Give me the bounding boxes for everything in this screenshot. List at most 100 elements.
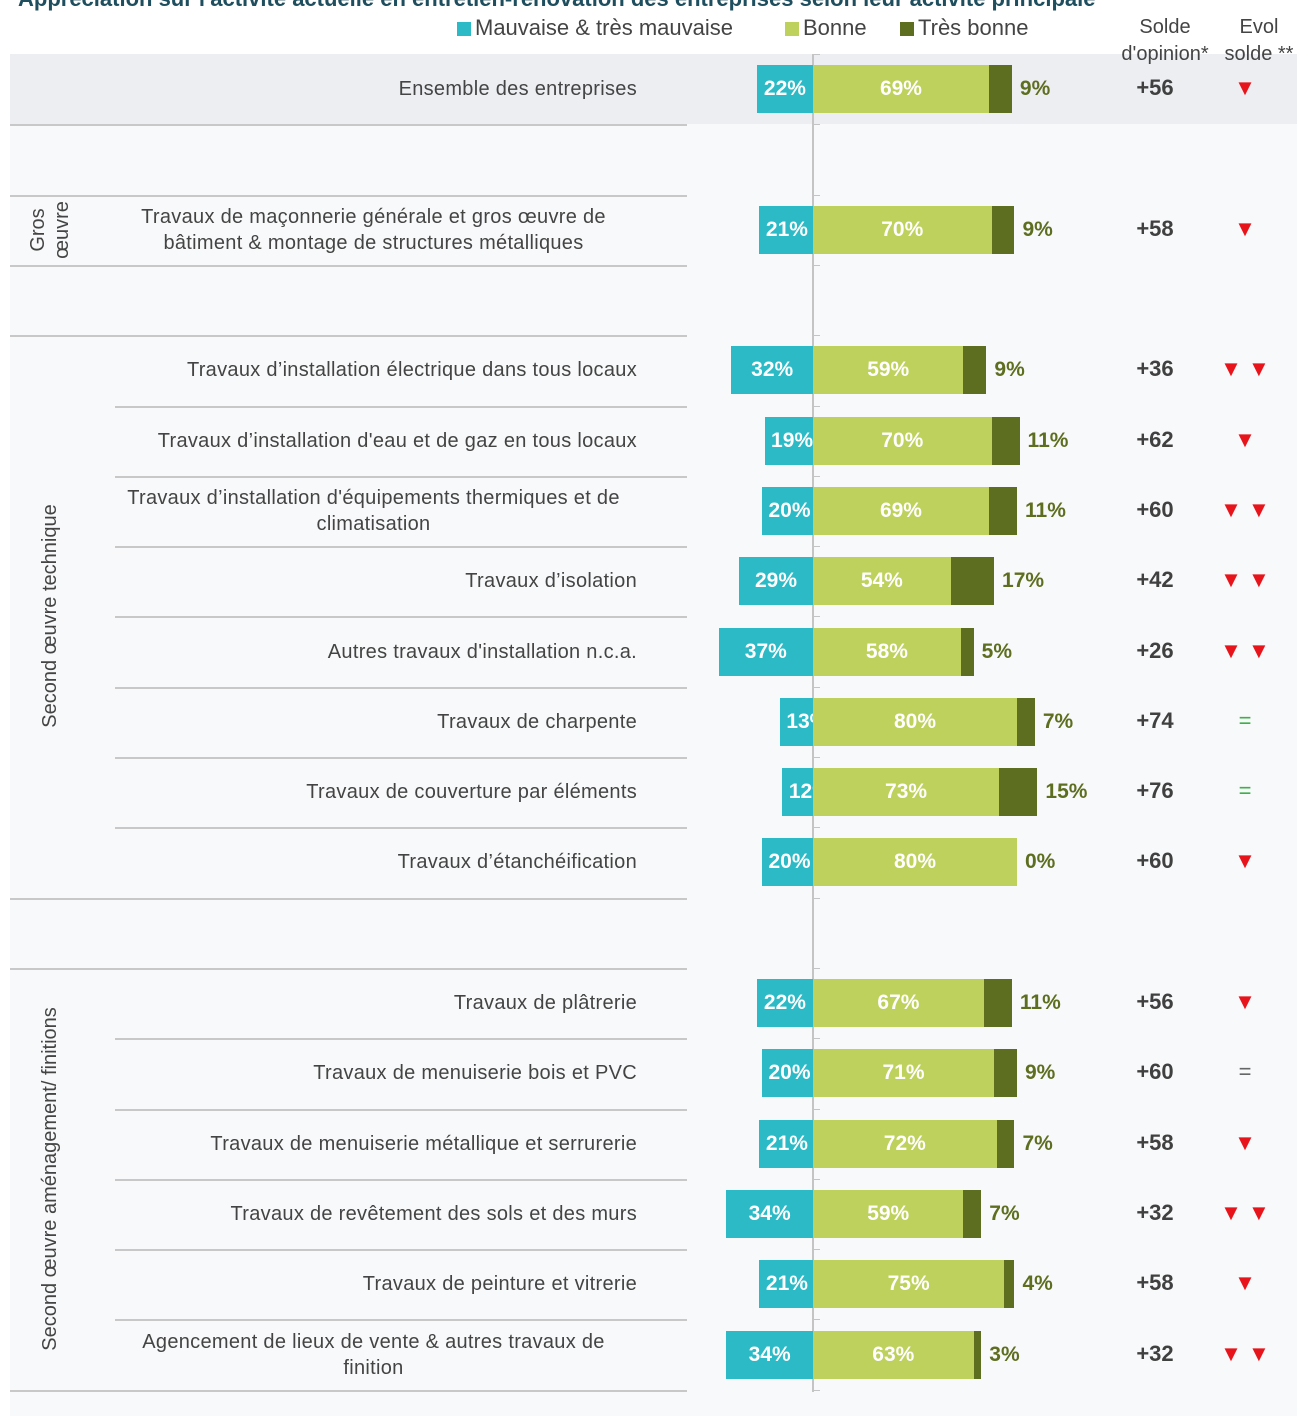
bar-segment [779,697,813,746]
solde-value: +26 [1136,637,1174,663]
category-label: Agencement de lieux de vente & autres tr… [142,1330,605,1379]
row-line [115,1319,687,1322]
value-label: 67% [877,991,920,1015]
value-label: 73% [885,780,928,804]
value-label: 21% [765,1131,808,1155]
category-label: Travaux de menuiserie bois et PVC [313,1062,637,1085]
axis-tick [813,1319,820,1321]
axis-tick [813,1249,820,1251]
bar-segment [996,1119,1015,1168]
solde-value: +60 [1136,1059,1174,1085]
row-line [115,686,687,689]
legend-label: Mauvaise & très mauvaise [475,15,733,40]
row-line [115,827,687,830]
bar-segment [739,557,813,606]
value-label: 9% [994,358,1025,382]
category-box: Agencement de lieux de vente & autres tr… [110,1325,637,1385]
value-label: 32% [751,358,794,382]
evol-indicator: ▼ ▼ [1220,1340,1270,1366]
evol-indicator: ▼ ▼ [1220,567,1270,593]
category-label: Travaux d’isolation [465,570,637,593]
solde-value: +76 [1136,778,1174,804]
bar-segment [726,1189,813,1238]
highlight-row [10,54,1297,124]
bar-segment [973,1330,982,1379]
value-label: 7% [989,1201,1020,1225]
value-label: 75% [887,1272,930,1296]
category-label: Travaux de revêtement des sols et des mu… [230,1202,637,1225]
axis-tick [813,475,820,477]
category-box: Travaux de menuiserie métallique et serr… [110,1114,637,1174]
bar-segment [782,768,813,817]
solde-value: +36 [1136,356,1174,382]
evol-indicator: ▼ [1234,848,1256,874]
row-line [115,1108,687,1111]
axis-tick [813,335,820,337]
bar-segment [950,557,995,606]
bar-segment [813,1119,997,1168]
value-label: 63% [872,1342,915,1366]
bar-segment [759,205,813,254]
bar-segment [963,1189,982,1238]
bar-segment [1004,1260,1015,1309]
bar-segment [726,1330,813,1379]
bar-segment [762,1049,813,1098]
row-line [115,405,687,408]
value-label: 22% [763,77,806,101]
evol-indicator: ▼ ▼ [1220,637,1270,663]
bar-segment [813,65,989,114]
value-label: 4% [1022,1272,1053,1296]
category-box: Ensemble des entreprises [110,59,637,119]
category-box: Travaux d’installation électrique dans t… [110,340,637,400]
row-line [115,1249,687,1252]
bar-segment [759,1260,813,1309]
evol-indicator: ▼ [1234,75,1256,101]
axis-tick [813,897,820,899]
axis-tick [813,124,820,126]
value-label: 0% [1025,850,1056,874]
bar-segment [813,557,951,606]
value-label: 59% [867,358,910,382]
bar-segment [813,697,1017,746]
group-label: Second œuvre aménagement/ finitions [39,1007,62,1351]
value-label: 59% [867,1201,910,1225]
bar-segment [731,346,813,395]
value-label: 11% [1025,498,1066,522]
evol-indicator: ▼ [1234,426,1256,452]
value-label: 9% [1025,1061,1056,1085]
value-label: 72% [883,1131,926,1155]
evol-indicator: = [1238,778,1252,804]
category-box: Travaux de menuiserie bois et PVC [110,1043,637,1103]
category-label: Travaux d’installation d'eau et de gaz e… [157,429,637,452]
category-box: Travaux de plâtrerie [110,973,637,1033]
legend-swatch [785,22,799,36]
value-label: 17% [1002,569,1045,593]
category-box: Travaux de maçonnerie générale et gros œ… [110,200,637,260]
row-line [115,616,687,619]
legend-label: Bonne [803,15,867,40]
evol-indicator: ▼ [1234,1129,1256,1155]
category-label: Travaux d’installation d'équipements the… [127,486,620,535]
column-header: Evol [1239,16,1279,38]
category-box: Travaux d’étanchéification [110,832,637,892]
group-line [10,335,687,338]
bar-segment [988,486,1017,535]
legend-label: Très bonne [918,15,1029,40]
axis-tick [813,967,820,969]
value-label: 7% [1042,709,1074,733]
value-label: 37% [744,639,787,663]
value-label: 9% [1022,217,1053,241]
category-box: Travaux de revêtement des sols et des mu… [110,1184,637,1244]
category-box: Travaux de peinture et vitrerie [110,1254,637,1314]
solde-value: +58 [1136,1129,1174,1155]
value-label: 7% [1022,1131,1053,1155]
group-line [10,897,687,900]
bar-segment [963,346,987,395]
row-line [115,1038,687,1041]
axis-tick [813,686,820,688]
value-label: 34% [748,1201,791,1225]
evol-indicator: ▼ ▼ [1220,356,1270,382]
bar-segment [813,838,1017,887]
bar-segment [813,627,961,676]
column-header: solde ** [1224,43,1294,65]
